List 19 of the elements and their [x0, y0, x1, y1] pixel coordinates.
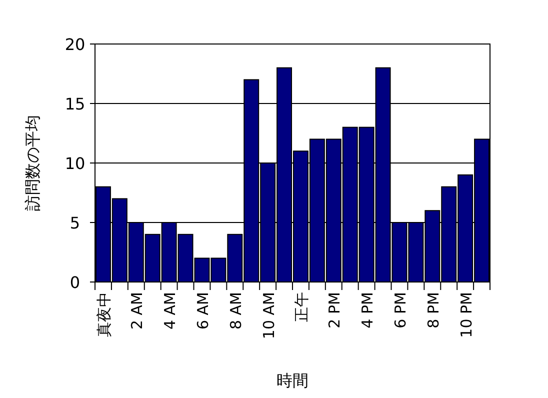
x-tick-label: 2 PM	[326, 292, 344, 328]
x-tick-label: 正午	[292, 292, 311, 322]
x-tick-label: 8 AM	[226, 292, 245, 330]
x-tick-label: 6 PM	[391, 292, 410, 328]
x-tick-label: 2 AM	[128, 292, 146, 330]
x-tick-label: 4 AM	[161, 292, 180, 330]
x-tick-label: 10 PM	[457, 292, 476, 338]
x-axis-title: 時間	[276, 371, 308, 390]
y-tick-label: 15	[64, 94, 86, 114]
x-tick-label: 6 AM	[194, 292, 212, 330]
y-tick-label: 5	[70, 214, 80, 232]
y-axis-title: 訪問数の平均	[23, 115, 42, 211]
x-tick-label: 10 AM	[260, 292, 278, 340]
y-tick-label: 10	[64, 154, 86, 173]
y-tick-label: 20	[64, 35, 86, 54]
x-tick-label: 8 PM	[424, 292, 442, 328]
y-tick-label: 0	[70, 273, 80, 292]
x-tick-label: 4 PM	[358, 292, 377, 328]
x-tick-label: 真夜中	[95, 292, 114, 337]
